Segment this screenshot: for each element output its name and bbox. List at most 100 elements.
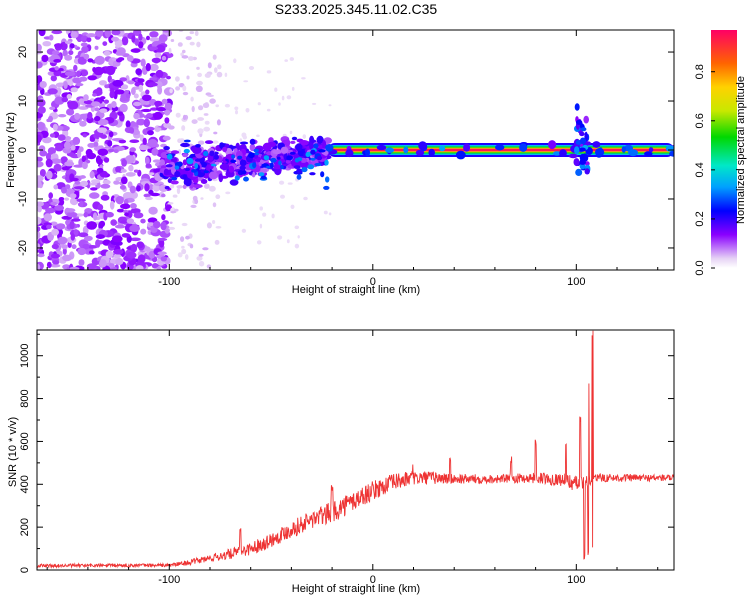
noise-speckle — [95, 155, 102, 165]
noise-speckle — [42, 41, 52, 47]
noise-speckle — [90, 187, 98, 191]
noise-speckle — [97, 204, 104, 211]
noise-speckle — [257, 102, 261, 106]
cluster-hotspot — [253, 148, 259, 153]
noise-speckle — [69, 193, 77, 199]
noise-speckle — [86, 37, 92, 43]
noise-speckle — [137, 254, 146, 264]
noise-speckle — [146, 35, 150, 41]
noise-speckle — [177, 252, 183, 258]
noise-speckle — [87, 111, 93, 120]
carrier-wiggle — [644, 151, 653, 157]
noise-speckle — [177, 42, 183, 47]
cluster-hotspot — [296, 168, 303, 174]
noise-speckle — [194, 198, 199, 205]
noise-speckle — [212, 54, 217, 60]
noise-speckle — [197, 140, 205, 145]
x-tick-label: 0 — [370, 276, 376, 288]
carrier-wiggle — [568, 153, 578, 159]
noise-speckle — [175, 112, 181, 118]
cluster-blob — [310, 139, 317, 143]
noise-speckle — [256, 134, 260, 138]
noise-speckle — [51, 228, 59, 236]
noise-speckle — [99, 220, 106, 228]
noise-speckle — [197, 128, 204, 135]
noise-speckle — [97, 119, 109, 126]
carrier-wiggle — [559, 149, 567, 157]
cluster-hotspot — [174, 165, 180, 170]
noise-speckle — [50, 158, 62, 164]
chart-title: S233.2025.345.11.02.C35 — [275, 1, 438, 17]
noise-speckle — [45, 207, 56, 214]
noise-speckle — [105, 211, 114, 218]
noise-speckle — [37, 216, 42, 225]
noise-speckle — [196, 66, 200, 70]
cluster-blob — [193, 184, 203, 189]
noise-speckle — [89, 137, 96, 142]
noise-speckle — [142, 137, 147, 146]
noise-speckle — [99, 108, 108, 113]
noise-speckle — [145, 62, 151, 72]
noise-speckle — [70, 233, 76, 241]
noise-speckle — [176, 185, 183, 189]
noise-speckle — [129, 224, 141, 232]
cluster-blob — [274, 167, 282, 176]
noise-speckle — [145, 89, 150, 95]
cluster-hotspot — [210, 163, 217, 167]
noise-speckle — [195, 85, 203, 93]
noise-speckle — [182, 85, 187, 92]
noise-speckle — [186, 75, 190, 80]
spike-blob — [584, 168, 590, 175]
noise-speckle — [161, 214, 166, 221]
noise-speckle — [169, 88, 173, 94]
carrier-wiggle — [592, 141, 601, 148]
noise-speckle — [203, 126, 211, 132]
noise-speckle — [69, 220, 75, 230]
noise-speckle — [86, 245, 98, 249]
noise-speckle — [125, 155, 135, 164]
noise-speckle — [74, 112, 81, 120]
spectrogram-x-axis-title: Height of straight line (km) — [292, 284, 420, 296]
carrier-wiggle — [648, 147, 654, 153]
noise-speckle — [84, 235, 93, 242]
colorbar-gradient — [711, 30, 737, 268]
noise-speckle — [191, 105, 195, 113]
noise-speckle — [196, 256, 203, 261]
noise-speckle — [37, 161, 44, 168]
noise-speckle — [52, 50, 60, 55]
noise-speckle — [118, 139, 127, 144]
noise-speckle — [164, 117, 170, 124]
noise-speckle — [158, 34, 168, 43]
noise-speckle — [37, 134, 42, 143]
cluster-blob — [182, 174, 187, 180]
noise-speckle — [153, 111, 163, 120]
cluster-blob — [213, 154, 219, 160]
noise-speckle — [61, 166, 70, 171]
noise-speckle — [235, 110, 238, 115]
noise-speckle — [78, 259, 85, 266]
noise-speckle — [147, 130, 154, 136]
noise-speckle — [182, 49, 186, 54]
noise-speckle — [170, 210, 177, 214]
noise-speckle — [143, 193, 151, 198]
noise-speckle — [178, 138, 185, 144]
noise-speckle — [126, 251, 137, 259]
noise-speckle — [62, 49, 68, 57]
noise-speckle — [110, 219, 117, 226]
cluster-blob — [163, 146, 170, 151]
noise-speckle — [198, 260, 205, 267]
colorbar-tick-label: 0.8 — [694, 64, 706, 79]
noise-speckle — [150, 192, 160, 197]
snr-marks — [37, 330, 674, 569]
noise-speckle — [42, 136, 52, 144]
noise-speckle — [37, 230, 41, 240]
noise-speckle — [149, 77, 158, 81]
cluster-hotspot — [191, 169, 198, 173]
noise-speckle — [58, 68, 64, 72]
noise-speckle — [147, 82, 158, 87]
noise-speckle — [180, 236, 185, 242]
noise-speckle — [202, 102, 210, 108]
noise-speckle — [76, 70, 81, 78]
noise-speckle — [80, 42, 88, 47]
noise-speckle — [64, 197, 70, 201]
